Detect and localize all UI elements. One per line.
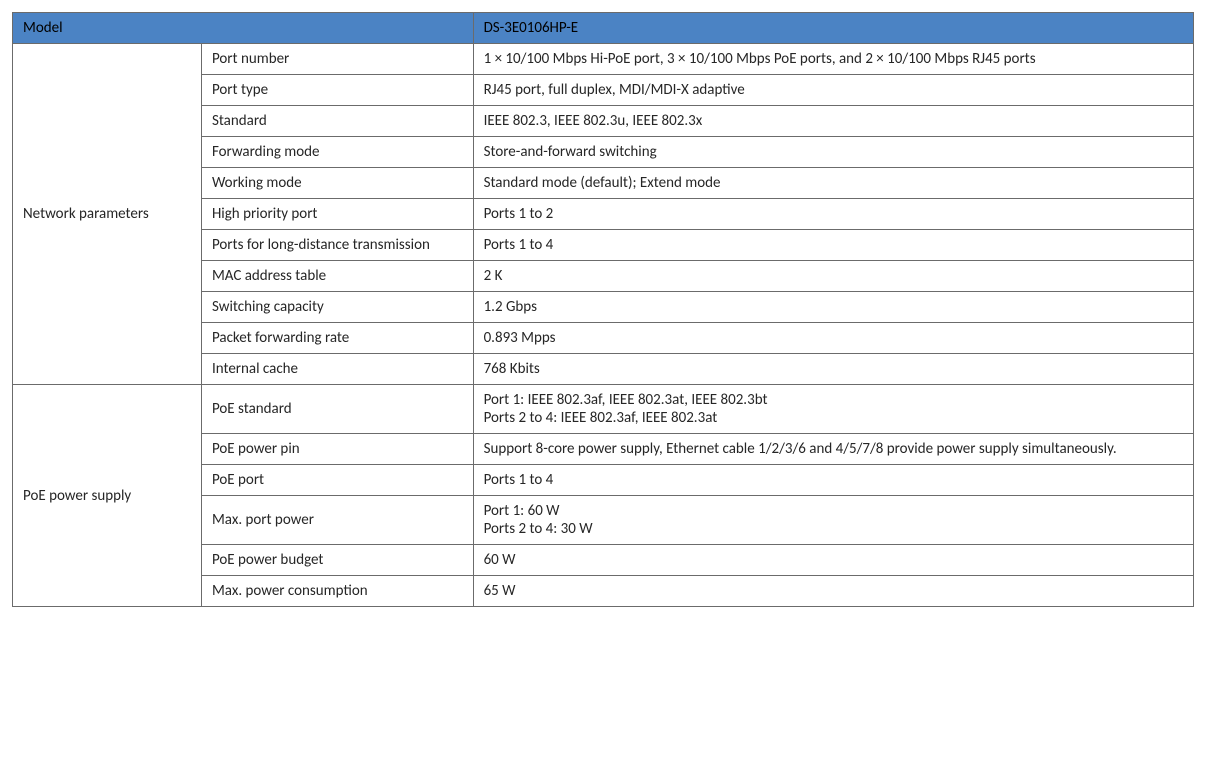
- value-cell: Ports 1 to 4: [473, 465, 1193, 496]
- param-cell: Forwarding mode: [201, 137, 473, 168]
- param-cell: PoE power budget: [201, 545, 473, 576]
- header-model-label: Model: [13, 13, 474, 44]
- param-cell: PoE port: [201, 465, 473, 496]
- param-cell: Port number: [201, 44, 473, 75]
- table-row: Network parametersPort number1 × 10/100 …: [13, 44, 1194, 75]
- value-cell: Ports 1 to 2: [473, 199, 1193, 230]
- param-cell: PoE power pin: [201, 434, 473, 465]
- value-cell: 60 W: [473, 545, 1193, 576]
- param-cell: Port type: [201, 75, 473, 106]
- spec-table: ModelDS-3E0106HP-ENetwork parametersPort…: [12, 12, 1194, 607]
- value-cell: Port 1: 60 WPorts 2 to 4: 30 W: [473, 496, 1193, 545]
- value-cell: 65 W: [473, 576, 1193, 607]
- param-cell: PoE standard: [201, 385, 473, 434]
- value-cell: Port 1: IEEE 802.3af, IEEE 802.3at, IEEE…: [473, 385, 1193, 434]
- param-cell: Packet forwarding rate: [201, 323, 473, 354]
- value-cell: 0.893 Mpps: [473, 323, 1193, 354]
- table-row: PoE power supplyPoE standardPort 1: IEEE…: [13, 385, 1194, 434]
- param-cell: Internal cache: [201, 354, 473, 385]
- value-cell: 768 Kbits: [473, 354, 1193, 385]
- value-cell: RJ45 port, full duplex, MDI/MDI-X adapti…: [473, 75, 1193, 106]
- param-cell: Ports for long-distance transmission: [201, 230, 473, 261]
- value-cell: 2 K: [473, 261, 1193, 292]
- value-cell: IEEE 802.3, IEEE 802.3u, IEEE 802.3x: [473, 106, 1193, 137]
- param-cell: Standard: [201, 106, 473, 137]
- value-cell: 1.2 Gbps: [473, 292, 1193, 323]
- category-cell: PoE power supply: [13, 385, 202, 607]
- param-cell: Working mode: [201, 168, 473, 199]
- value-cell: Ports 1 to 4: [473, 230, 1193, 261]
- header-model-value: DS-3E0106HP-E: [473, 13, 1193, 44]
- value-cell: Support 8-core power supply, Ethernet ca…: [473, 434, 1193, 465]
- header-row: ModelDS-3E0106HP-E: [13, 13, 1194, 44]
- param-cell: High priority port: [201, 199, 473, 230]
- value-cell: Store-and-forward switching: [473, 137, 1193, 168]
- value-cell: Standard mode (default); Extend mode: [473, 168, 1193, 199]
- param-cell: Max. port power: [201, 496, 473, 545]
- param-cell: MAC address table: [201, 261, 473, 292]
- param-cell: Switching capacity: [201, 292, 473, 323]
- value-cell: 1 × 10/100 Mbps Hi-PoE port, 3 × 10/100 …: [473, 44, 1193, 75]
- param-cell: Max. power consumption: [201, 576, 473, 607]
- category-cell: Network parameters: [13, 44, 202, 385]
